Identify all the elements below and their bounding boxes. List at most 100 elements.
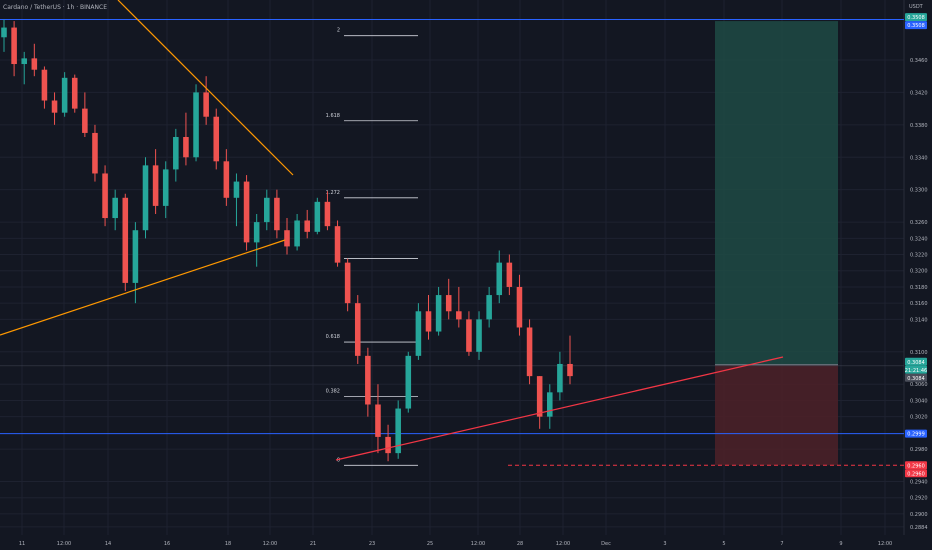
x-tick-label: 5	[722, 541, 725, 547]
candle-body	[223, 161, 230, 198]
candle-body	[21, 58, 27, 65]
candle-body	[557, 363, 563, 393]
y-tick-label: 0.3380	[910, 123, 928, 129]
y-tick-label: 0.3160	[910, 301, 928, 307]
x-tick-label: 12:00	[556, 541, 570, 547]
level-price-tag-bg	[905, 21, 927, 30]
y-tick-label: 0.3040	[910, 398, 928, 404]
candle-body	[334, 226, 341, 263]
y-tick-label: 0.3100	[910, 350, 928, 356]
candle-body	[102, 173, 108, 219]
interval[interactable]: 1h	[66, 4, 75, 11]
x-tick-label: 16	[164, 541, 170, 547]
y-tick-label: 0.2884	[910, 525, 928, 531]
candle-body	[162, 169, 169, 206]
y-tick-label: 0.3420	[910, 90, 928, 96]
x-tick-label: 14	[105, 541, 111, 547]
y-tick-label: 0.2900	[910, 512, 928, 518]
candle-body	[112, 197, 118, 219]
support-price-tag: 0.2999	[907, 432, 925, 438]
target-price-tag: 0.3508	[907, 15, 925, 21]
y-tick-label: 0.3140	[910, 317, 928, 323]
candle-body	[547, 392, 553, 417]
ascending-trendline-orange	[0, 239, 286, 336]
y-tick-label: 0.3340	[910, 155, 928, 161]
candle-body	[274, 197, 280, 231]
symbol-name: Cardano / TetherUS	[3, 4, 61, 11]
y-tick-label: 0.3180	[910, 285, 928, 291]
entry-price-tag: 0.3084	[907, 360, 925, 366]
x-tick-label: 12:00	[471, 541, 485, 547]
candle-body	[31, 58, 38, 70]
candle-body	[51, 100, 58, 113]
descending-trendline	[117, 0, 294, 176]
candle-body	[11, 27, 17, 65]
candle-body	[314, 201, 321, 232]
candle-body	[61, 77, 68, 113]
stop-zone	[715, 364, 838, 466]
candle-body	[82, 108, 88, 133]
candle-body	[466, 319, 472, 352]
candle-body	[233, 181, 240, 198]
last-price-tag: 0.3084	[907, 376, 925, 382]
candle-body	[365, 355, 371, 405]
ascending-trendline-red	[335, 356, 784, 461]
candle-body	[142, 165, 149, 231]
y-tick-label: 0.2980	[910, 447, 928, 453]
y-tick-label: 0.3300	[910, 188, 928, 194]
chart-header: Cardano / TetherUS · 1h · BINANCE	[3, 4, 107, 11]
x-tick-label: Dec	[601, 541, 611, 547]
target-price-tag-bg	[905, 13, 927, 22]
candle-body	[213, 116, 220, 162]
stop-price-tag-2: 0.2960	[907, 471, 925, 477]
candle-body	[456, 311, 462, 320]
y-tick-label: 0.3220	[910, 253, 928, 259]
entry-price-tag-bg	[905, 357, 927, 366]
candle-body	[486, 295, 492, 320]
x-tick-label: 11	[19, 541, 25, 547]
separator: ·	[76, 4, 79, 11]
level-price-tag: 0.3508	[907, 23, 925, 29]
candle-body	[264, 197, 270, 223]
fib-level-label: 0.618	[326, 334, 340, 340]
candle-body	[41, 69, 48, 101]
candle-body	[435, 295, 442, 332]
candle-body	[354, 303, 361, 356]
candle-body	[122, 197, 129, 283]
candle-body	[183, 136, 189, 158]
x-tick-label: 28	[517, 541, 523, 547]
candle-body	[344, 262, 351, 304]
candle-body	[253, 222, 260, 243]
candle-body	[415, 311, 422, 356]
countdown-tag: 21:21:46	[905, 368, 927, 374]
fib-level-label: 0	[337, 457, 340, 463]
candle-body	[71, 77, 78, 109]
fib-level-label: 0.382	[326, 388, 340, 394]
x-tick-label: 25	[427, 541, 433, 547]
candle-body	[567, 363, 573, 377]
y-tick-label: 0.3260	[910, 220, 928, 226]
candle-body	[496, 262, 503, 296]
candle-body	[203, 92, 209, 117]
candle-body	[152, 165, 159, 206]
candle-body	[385, 436, 391, 454]
candle-body	[516, 286, 523, 328]
fib-level-label: 1.618	[326, 113, 340, 119]
candle-body	[243, 181, 250, 243]
y-tick-label: 0.2940	[910, 480, 928, 486]
y-tick-label: 0.2920	[910, 496, 928, 502]
last-price-tag-bg	[905, 373, 927, 382]
currency-label: USDT	[909, 4, 923, 10]
candle-body	[445, 295, 452, 312]
candle-body	[536, 376, 543, 417]
x-tick-label: 23	[369, 541, 375, 547]
candle-body	[132, 230, 139, 283]
x-tick-label: 21	[310, 541, 316, 547]
target-zone	[715, 21, 838, 365]
candle-body	[1, 27, 7, 38]
candle-body	[526, 327, 533, 377]
candle-body	[92, 132, 98, 174]
x-tick-label: 18	[225, 541, 231, 547]
y-tick-label: 0.3200	[910, 269, 928, 275]
